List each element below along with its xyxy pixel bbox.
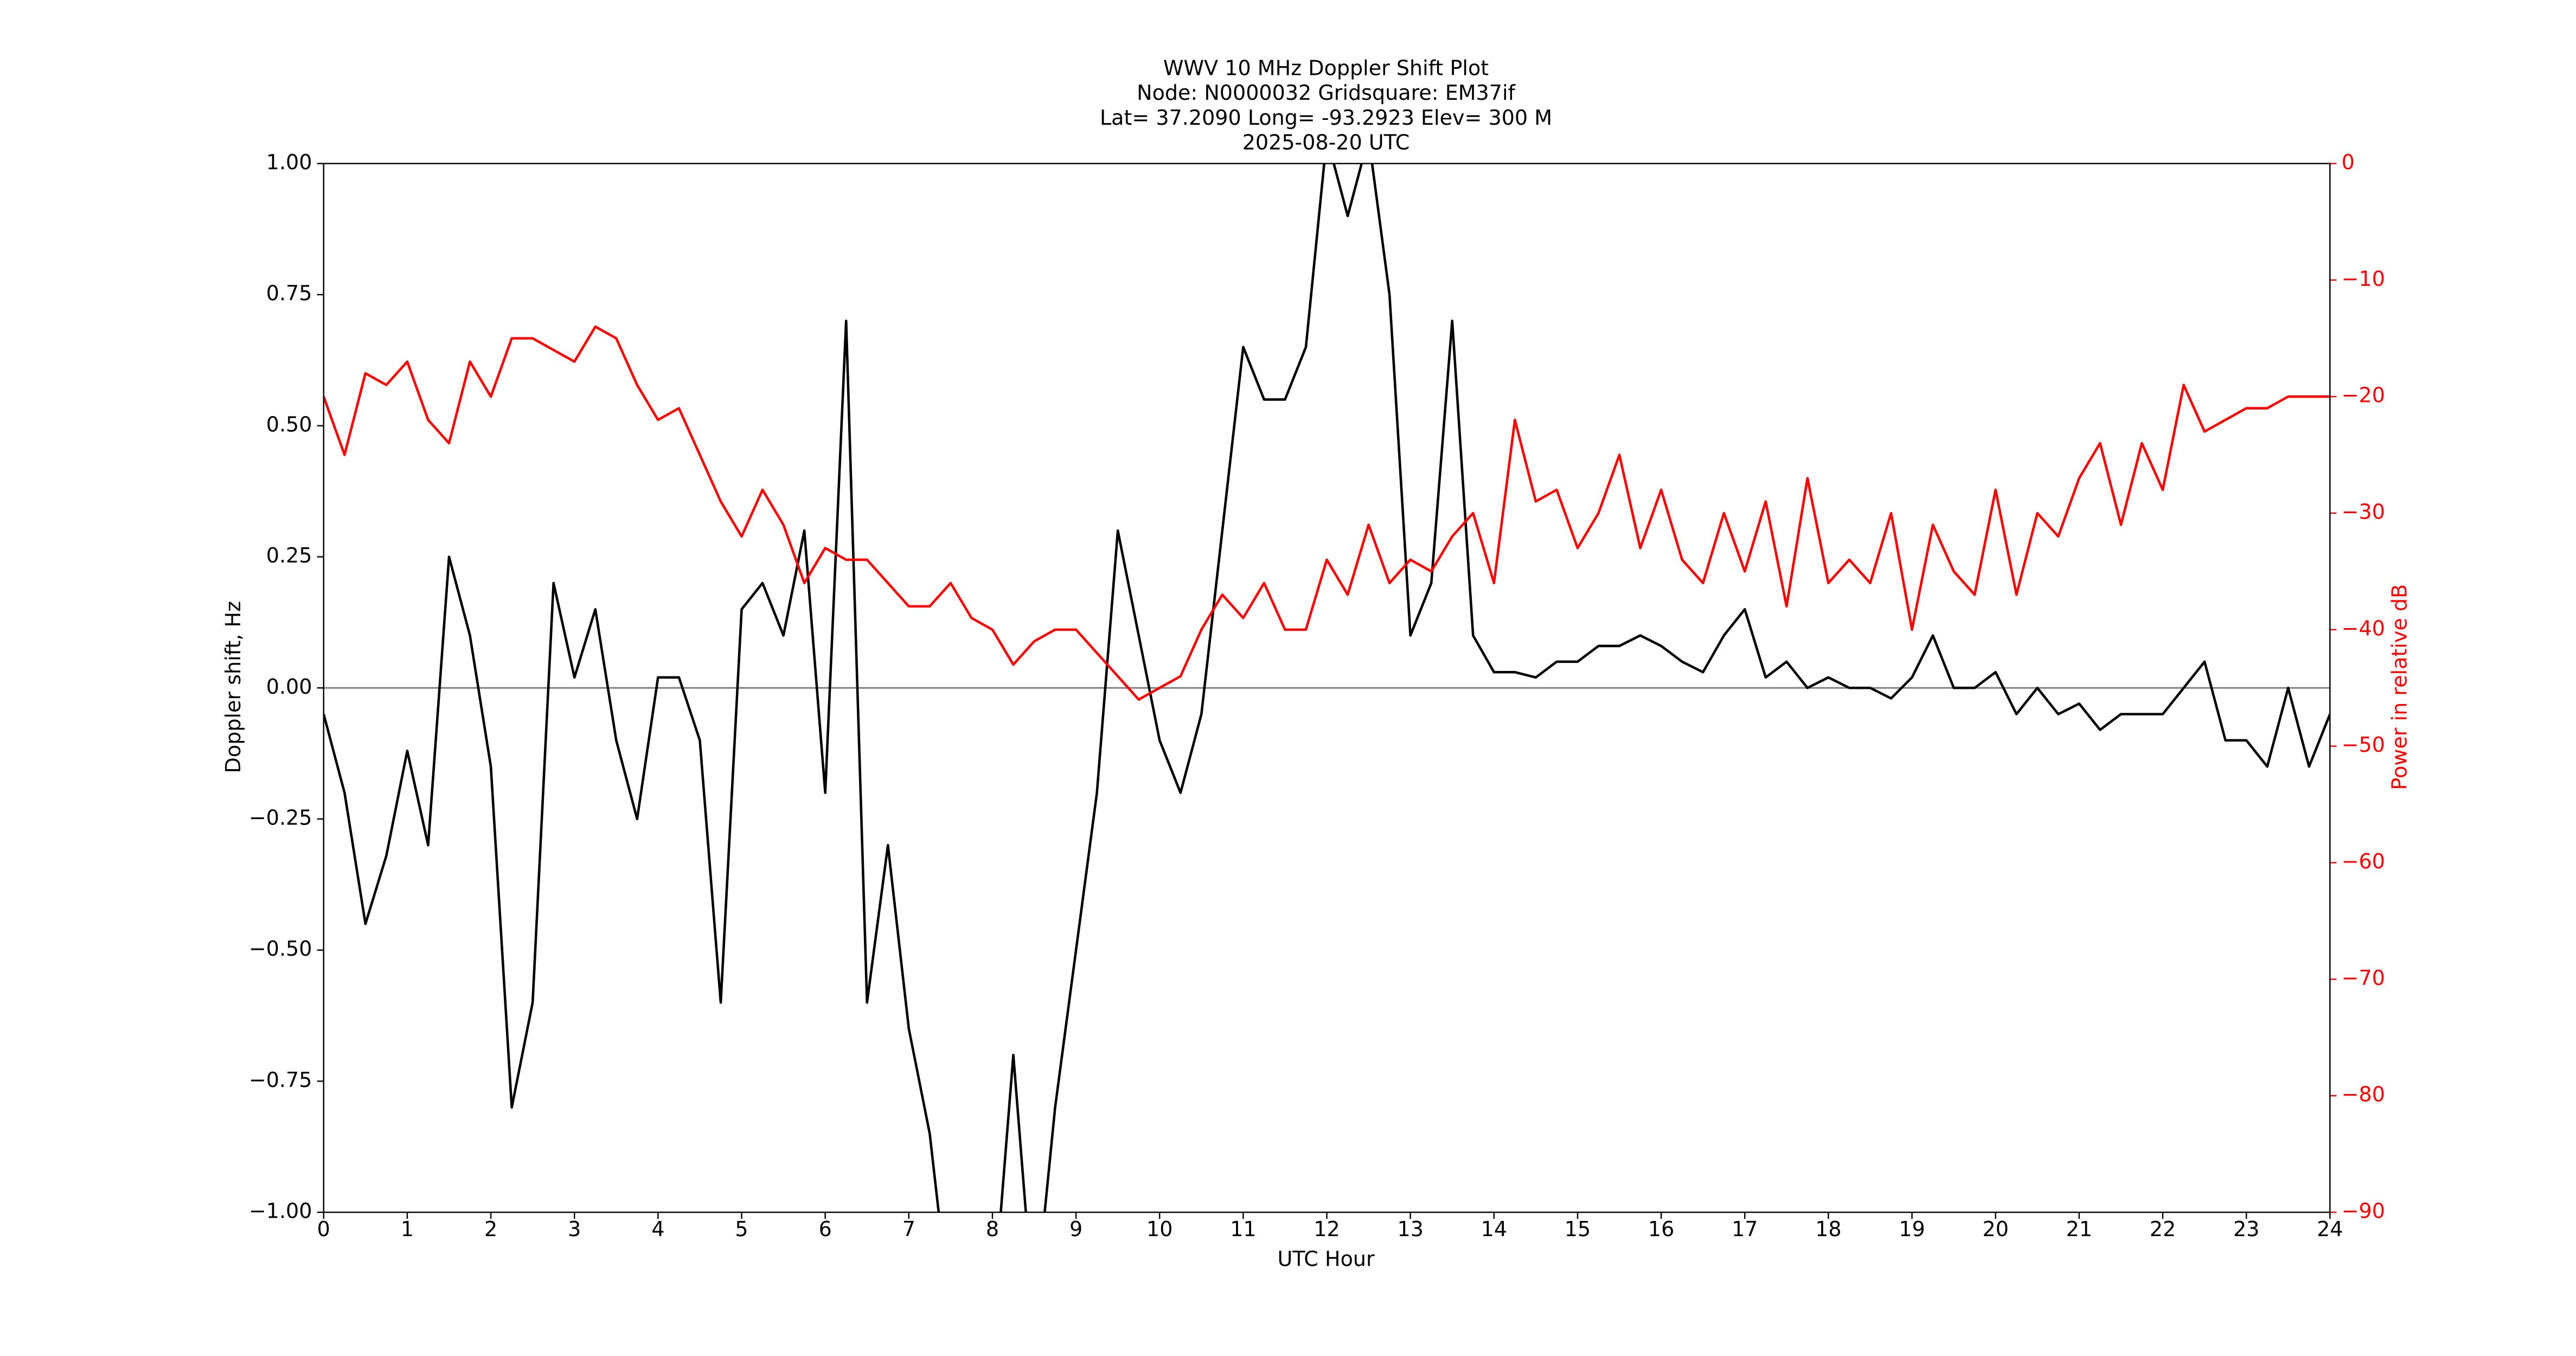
title-line: Lat= 37.2090 Long= -93.2923 Elev= 300 M: [1100, 106, 1552, 130]
x-tick-label: 18: [1815, 1217, 1841, 1241]
x-tick-label: 15: [1565, 1217, 1591, 1241]
y-tick-label: −1.00: [249, 1199, 312, 1223]
data-line: [323, 163, 2330, 1213]
y2-tick-label: −30: [2342, 500, 2385, 524]
plot-area: [323, 163, 2330, 1213]
y-tick-label: −0.25: [249, 805, 312, 829]
y-tick-label: −0.50: [249, 937, 312, 961]
data-line: [323, 325, 2330, 701]
y-tick-label: 0.75: [266, 282, 312, 305]
x-tick-label: 10: [1146, 1217, 1172, 1241]
y2-tick-label: −50: [2342, 733, 2385, 757]
y2-tick-label: −70: [2342, 966, 2385, 990]
x-tick-label: 17: [1732, 1217, 1758, 1241]
x-tick-label: 0: [317, 1217, 330, 1241]
y2-tick-label: −20: [2342, 383, 2385, 407]
title-line: Node: N0000032 Gridsquare: EM37if: [1137, 81, 1516, 105]
y2-tick-label: −80: [2342, 1083, 2385, 1106]
y2-axis-label: Power in relative dB: [2388, 584, 2412, 790]
y2-tick-label: −40: [2342, 616, 2385, 640]
x-tick-label: 23: [2233, 1217, 2259, 1241]
x-axis-label: UTC Hour: [1277, 1247, 1375, 1271]
y-axis-label: Doppler shift, Hz: [221, 601, 245, 773]
x-tick-label: 4: [651, 1217, 664, 1241]
x-tick-label: 19: [1899, 1217, 1925, 1241]
x-tick-label: 24: [2317, 1217, 2343, 1241]
x-tick-label: 20: [1983, 1217, 2009, 1241]
y-tick-label: 0.25: [266, 543, 312, 567]
y-tick-label: 0.00: [266, 675, 312, 699]
y-tick-label: 1.00: [266, 150, 312, 174]
y2-tick-label: −90: [2342, 1199, 2385, 1223]
x-tick-label: 12: [1313, 1217, 1340, 1241]
x-tick-label: 2: [484, 1217, 497, 1241]
y2-tick-label: −10: [2342, 267, 2385, 291]
plot-frame: [323, 163, 2331, 1213]
x-tick-label: 1: [401, 1217, 414, 1241]
y-tick-label: −0.75: [249, 1068, 312, 1092]
x-tick-label: 8: [986, 1217, 999, 1241]
y2-tick-label: −60: [2342, 849, 2385, 873]
x-tick-label: 21: [2066, 1217, 2092, 1241]
x-tick-label: 7: [902, 1217, 915, 1241]
x-tick-label: 9: [1069, 1217, 1082, 1241]
y2-tick-label: 0: [2342, 150, 2355, 174]
title-line: 2025-08-20 UTC: [1242, 130, 1410, 154]
x-tick-label: 14: [1481, 1217, 1507, 1241]
x-tick-label: 22: [2150, 1217, 2176, 1241]
title-line: WWV 10 MHz Doppler Shift Plot: [1163, 56, 1489, 80]
x-tick-label: 5: [735, 1217, 748, 1241]
x-tick-label: 11: [1230, 1217, 1256, 1241]
y-tick-label: 0.50: [266, 412, 312, 436]
x-tick-label: 13: [1397, 1217, 1423, 1241]
x-tick-label: 3: [568, 1217, 581, 1241]
x-tick-label: 6: [819, 1217, 832, 1241]
x-tick-label: 16: [1648, 1217, 1674, 1241]
